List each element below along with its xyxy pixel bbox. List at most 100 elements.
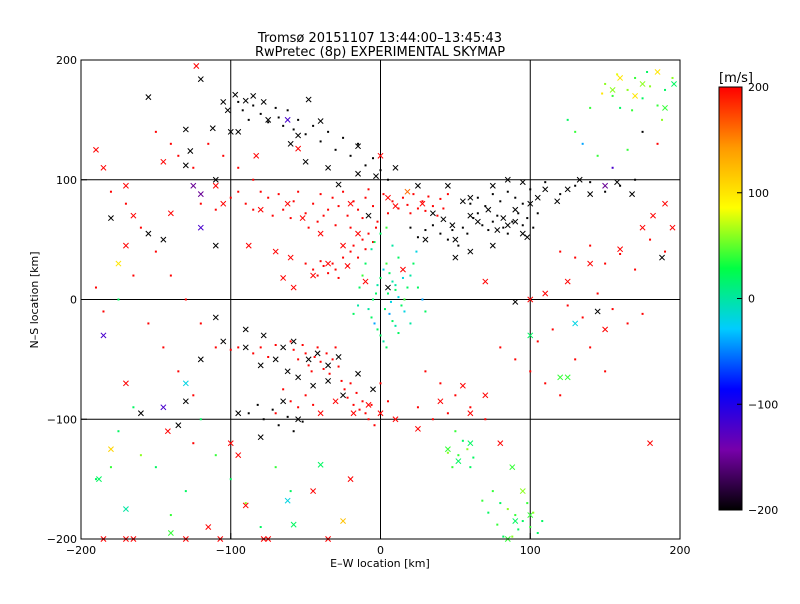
cross-point bbox=[400, 266, 406, 273]
dot-point bbox=[409, 274, 412, 277]
dot-point bbox=[372, 157, 375, 160]
dot-point bbox=[416, 236, 419, 239]
cross-point bbox=[355, 230, 361, 237]
dot-point bbox=[349, 154, 352, 157]
dot-point bbox=[626, 88, 629, 91]
cross-point bbox=[160, 404, 167, 411]
cross-point bbox=[280, 344, 287, 351]
cross-point bbox=[209, 125, 216, 132]
dot-point bbox=[229, 478, 232, 481]
dot-point bbox=[385, 226, 388, 229]
chart-subtitle: RwPretec (8p) EXPERIMENTAL SKYMAP bbox=[255, 45, 505, 60]
dot-point bbox=[484, 205, 487, 208]
cross-point bbox=[212, 182, 219, 189]
dot-point bbox=[619, 184, 622, 187]
dot-point bbox=[412, 262, 415, 265]
dot-point bbox=[382, 268, 385, 271]
dot-point bbox=[401, 196, 404, 199]
dot-point bbox=[511, 535, 514, 538]
cross-point bbox=[650, 212, 656, 219]
dot-point bbox=[403, 298, 406, 301]
cross-point bbox=[295, 374, 302, 381]
dot-point bbox=[229, 196, 232, 199]
cross-point bbox=[662, 200, 668, 207]
dot-point bbox=[343, 388, 346, 391]
cross-point bbox=[212, 176, 219, 183]
dot-point bbox=[352, 244, 355, 247]
cross-point bbox=[145, 230, 152, 237]
dot-point bbox=[379, 232, 382, 235]
dot-point bbox=[382, 340, 385, 343]
cross-point bbox=[212, 242, 219, 249]
dot-point bbox=[277, 116, 280, 119]
cross-point bbox=[602, 182, 609, 189]
cross-point bbox=[617, 75, 624, 81]
dot-point bbox=[469, 406, 472, 409]
cross-point bbox=[429, 210, 436, 217]
dot-point bbox=[342, 256, 345, 259]
cross-point bbox=[355, 170, 361, 177]
cross-point bbox=[617, 246, 624, 253]
dot-point bbox=[214, 346, 217, 349]
dot-point bbox=[394, 288, 397, 291]
cross-point bbox=[414, 425, 421, 432]
cross-point bbox=[182, 126, 189, 133]
dot-point bbox=[334, 224, 337, 227]
dot-point bbox=[256, 403, 259, 406]
dot-point bbox=[536, 212, 539, 215]
y-tick-label: 0 bbox=[70, 294, 77, 307]
cross-point bbox=[100, 332, 107, 339]
dot-point bbox=[289, 340, 292, 343]
dot-point bbox=[446, 193, 449, 196]
cross-point bbox=[190, 182, 197, 189]
dot-point bbox=[322, 264, 325, 267]
cross-point bbox=[639, 224, 646, 231]
cross-point bbox=[187, 148, 194, 154]
dot-point bbox=[506, 190, 509, 193]
dot-point bbox=[337, 365, 340, 368]
dot-point bbox=[514, 358, 517, 361]
dot-point bbox=[346, 396, 349, 399]
dot-point bbox=[132, 406, 135, 409]
dot-point bbox=[481, 499, 484, 502]
dot-point bbox=[199, 322, 202, 325]
cross-point bbox=[235, 128, 242, 135]
dot-point bbox=[364, 164, 367, 167]
cross-point bbox=[317, 230, 324, 237]
dot-point bbox=[641, 130, 644, 133]
dot-point bbox=[297, 406, 300, 409]
dot-point bbox=[499, 200, 502, 203]
cross-point bbox=[182, 162, 189, 169]
dot-point bbox=[304, 394, 307, 397]
dot-point bbox=[346, 264, 349, 267]
dot-point bbox=[472, 456, 475, 459]
dot-point bbox=[286, 109, 289, 112]
cross-point bbox=[335, 181, 342, 188]
dot-point bbox=[466, 448, 469, 451]
dot-point bbox=[581, 316, 584, 319]
cross-point bbox=[310, 382, 317, 389]
cross-point bbox=[485, 206, 492, 213]
dot-point bbox=[247, 118, 250, 121]
x-ticks: −200 −100 0 100 200 bbox=[66, 533, 691, 557]
cross-point bbox=[527, 332, 534, 339]
dot-point bbox=[117, 430, 120, 433]
data-points bbox=[93, 63, 677, 542]
cross-point bbox=[197, 191, 204, 198]
cross-point bbox=[527, 200, 534, 207]
cross-point bbox=[182, 398, 189, 405]
dot-point bbox=[109, 190, 112, 193]
dot-point bbox=[252, 208, 255, 211]
cross-point bbox=[295, 132, 302, 139]
dot-point bbox=[574, 184, 577, 187]
dot-point bbox=[421, 298, 424, 301]
dot-point bbox=[403, 310, 406, 313]
cross-point bbox=[614, 179, 621, 186]
cross-point bbox=[373, 173, 379, 180]
plot-area: −200 −100 0 100 200 −200 −100 0 100 200 bbox=[47, 54, 691, 557]
cross-point bbox=[629, 191, 636, 198]
cross-point bbox=[489, 182, 496, 189]
dot-point bbox=[412, 193, 415, 196]
cross-point bbox=[527, 512, 534, 519]
